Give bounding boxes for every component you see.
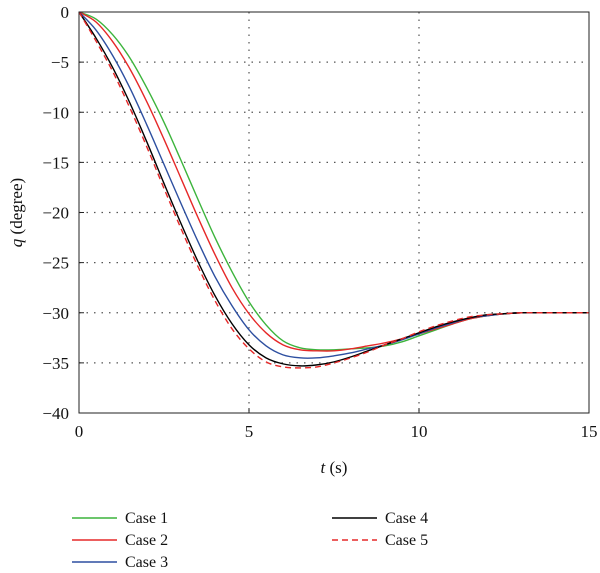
series-line-4 [78, 11, 589, 367]
y-tick-label: −20 [42, 204, 69, 223]
y-tick-label: −5 [51, 53, 69, 72]
legend: Case 1 Case 2 Case 3 Case 4 Case 5 [72, 510, 428, 571]
x-axis-variable: t [321, 458, 327, 477]
x-tick-label: 5 [245, 422, 254, 441]
y-axis-label: q (degree) [7, 178, 26, 247]
y-axis-unit: (degree) [7, 178, 26, 239]
series-lines [78, 11, 589, 369]
axis-ticks: 0 5 10 15 0 −5 −10 −15 −20 −25 −30 −35 −40 [42, 3, 597, 441]
legend-label-3: Case 3 [125, 554, 168, 571]
y-axis-variable: q [7, 238, 26, 247]
legend-label-2: Case 2 [125, 532, 168, 549]
x-tick-label: 0 [75, 422, 84, 441]
legend-label-1: Case 1 [125, 510, 168, 527]
y-tick-label: −10 [42, 103, 69, 122]
grid-lines [79, 12, 589, 413]
series-line-2 [78, 11, 589, 352]
y-tick-label: −25 [42, 254, 69, 273]
series-line-3 [78, 11, 589, 359]
series-line-5 [78, 11, 589, 369]
x-axis-unit: (s) [325, 458, 347, 477]
y-tick-label: −30 [42, 304, 69, 323]
legend-label-4: Case 4 [385, 510, 428, 527]
legend-label-5: Case 5 [385, 532, 428, 549]
y-tick-label: −40 [42, 404, 69, 423]
y-tick-label: 0 [61, 3, 70, 22]
x-tick-label: 15 [581, 422, 598, 441]
y-tick-label: −35 [42, 354, 69, 373]
x-tick-label: 10 [411, 422, 428, 441]
x-axis-label: t (s) [321, 458, 348, 477]
y-tick-label: −15 [42, 153, 69, 172]
